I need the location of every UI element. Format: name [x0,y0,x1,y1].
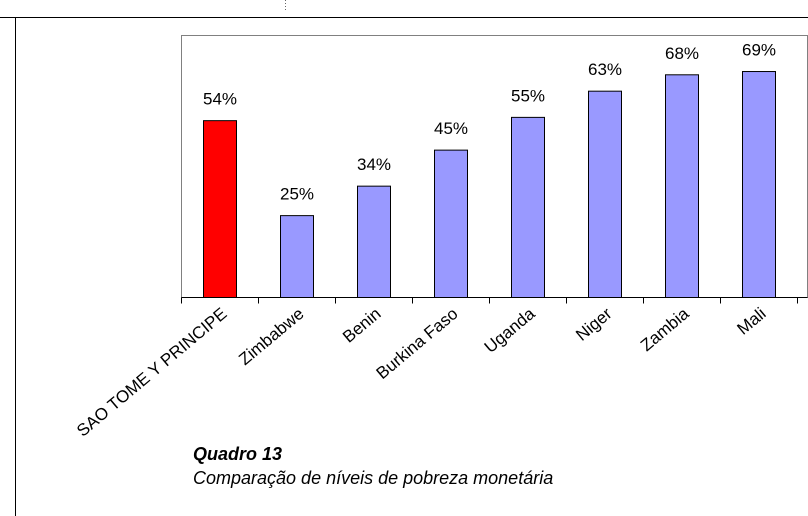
bar [280,215,314,298]
plot-area [181,35,808,298]
data-label: 68% [665,44,699,63]
data-label: 34% [357,155,391,174]
bar [742,71,776,299]
bar [511,116,545,298]
x-tick-label: Niger [572,304,616,345]
bar [665,74,699,298]
data-label: 25% [280,185,314,204]
data-label: 54% [203,90,237,109]
data-label: 63% [588,60,622,79]
data-label: 55% [511,86,545,105]
data-label: 45% [434,119,468,138]
chart-title: Quadro 13 [193,444,282,464]
bar [203,120,237,299]
x-tick-label: Zambia [637,304,693,355]
bar [434,149,468,298]
x-tick-label: Zimbabwe [235,304,307,369]
chart-subtitle: Comparação de níveis de pobreza monetári… [193,468,553,488]
bar [357,185,391,298]
x-tick-label: Uganda [481,304,539,357]
x-tick-label: Benin [339,304,385,347]
data-label: 69% [742,41,776,60]
x-tick-label: Burkina Faso [373,304,462,383]
bar [588,90,622,298]
x-tick-label: SAO TOME Y PRINCIPE [73,304,230,440]
x-tick-label: Mali [733,304,769,339]
